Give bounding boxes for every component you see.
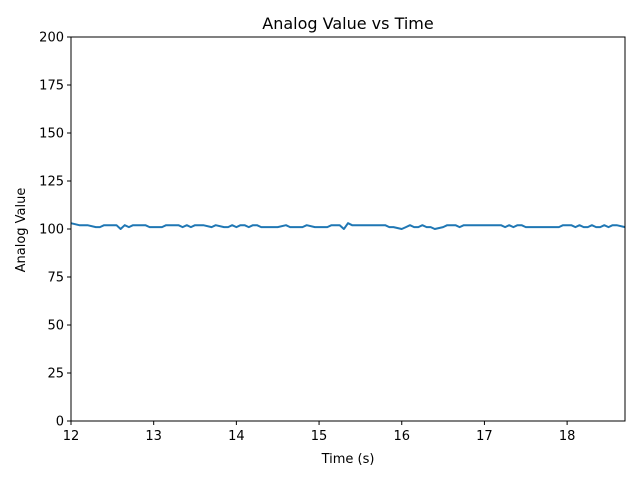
y-tick-label: 0 <box>56 415 64 430</box>
y-tick-label: 25 <box>47 367 64 382</box>
x-axis-label: Time (s) <box>321 452 375 467</box>
y-axis-label: Analog Value <box>14 188 29 273</box>
plot-area <box>70 222 626 230</box>
y-tick-label: 150 <box>39 127 64 142</box>
x-tick-label: 14 <box>228 429 245 444</box>
y-tick-label: 125 <box>39 175 64 190</box>
y-tick-label: 175 <box>39 79 64 94</box>
y-axis: 0 25 50 75 100 125 150 175 200 <box>39 31 71 430</box>
y-tick-label: 100 <box>39 223 64 238</box>
x-tick-label: 13 <box>145 429 162 444</box>
y-tick-label: 50 <box>47 319 64 334</box>
x-tick-label: 15 <box>311 429 328 444</box>
y-tick-label: 200 <box>39 31 64 46</box>
x-tick-label: 17 <box>476 429 493 444</box>
y-tick-label: 75 <box>47 271 64 286</box>
x-tick-label: 12 <box>63 429 80 444</box>
chart-title: Analog Value vs Time <box>262 14 433 33</box>
x-tick-label: 18 <box>559 429 576 444</box>
x-tick-label: 16 <box>393 429 410 444</box>
x-axis: 12 13 14 15 16 17 18 <box>63 421 576 444</box>
plot-frame <box>70 36 626 422</box>
series-line <box>70 222 626 230</box>
